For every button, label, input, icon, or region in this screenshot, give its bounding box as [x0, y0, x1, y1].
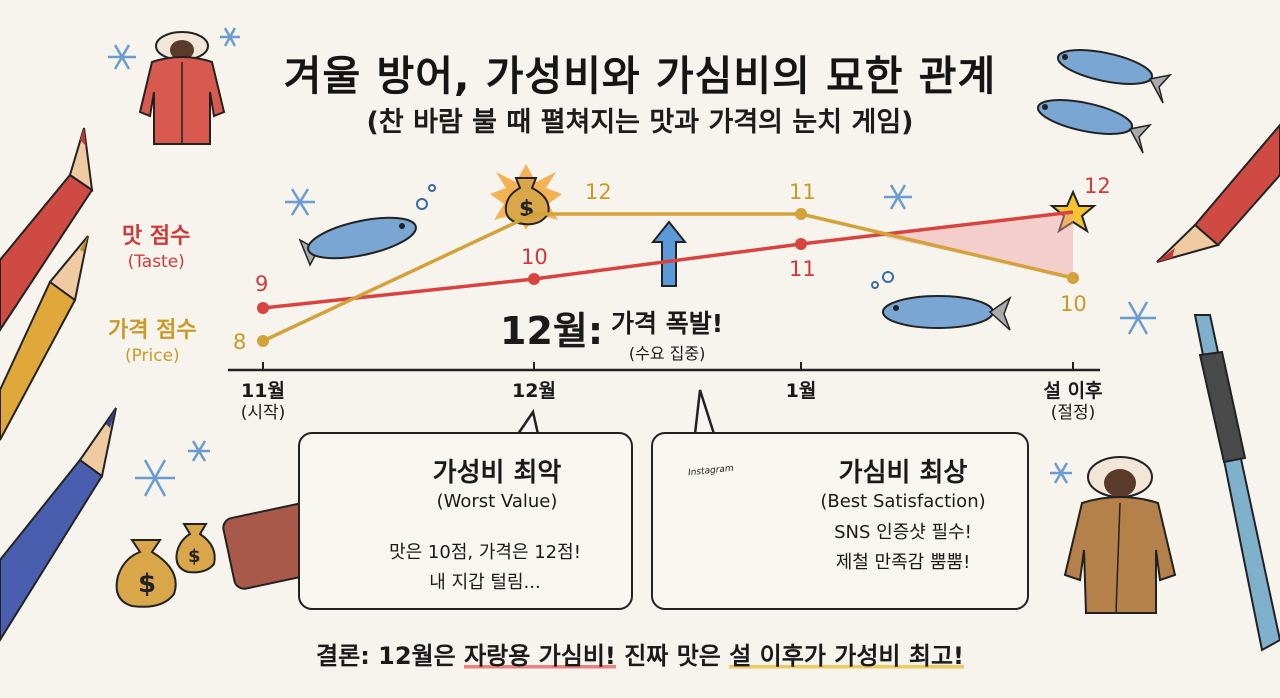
taste-value-label: 12 — [1084, 174, 1111, 198]
gap-shading — [880, 212, 1073, 278]
fish-icon — [882, 295, 1012, 331]
fish-icon — [298, 216, 417, 267]
best-title: 가심비 최상 — [838, 458, 968, 488]
page-subtitle: (찬 바람 불 때 펼쳐지는 맛과 가격의 눈치 게임) — [366, 107, 914, 138]
conclusion-highlight-2: 설 이후가 가성비 최고! — [729, 642, 964, 670]
bubbles-icon — [416, 184, 894, 289]
x-label-nov: 11월 (시작) — [228, 380, 298, 423]
conclusion-mid: 진짜 맛은 — [615, 642, 730, 670]
fish-icon — [1036, 99, 1153, 154]
best-box-tail — [693, 389, 716, 435]
worst-title: 가성비 최악 — [432, 458, 562, 488]
worst-value-box: 가성비 최악 (Worst Value) 맛은 10점, 가격은 12점! 내 … — [298, 432, 633, 610]
price-explosion-callout: 12월: 가격 폭발! (수요 집중) — [500, 300, 723, 364]
legend-price-en: (Price) — [124, 346, 180, 366]
price-value-label: 10 — [1060, 292, 1087, 316]
yellow-pencil-icon — [0, 235, 89, 441]
price-line — [262, 212, 1074, 343]
conclusion-prefix: 결론: 12월은 — [316, 642, 465, 670]
taste-line — [262, 210, 1074, 310]
page-title: 겨울 방어, 가성비와 가심비의 묘한 관계 — [283, 52, 997, 100]
svg-text:$: $ — [188, 546, 201, 567]
conclusion: 결론: 12월은 자랑용 가심비! 진짜 맛은 설 이후가 가성비 최고! — [0, 636, 1280, 671]
best-line1: SNS 인증샷 필수! — [834, 522, 972, 543]
red-pencil-right-icon — [1156, 123, 1280, 263]
conclusion-highlight-1: 자랑용 가심비! — [464, 642, 616, 670]
callout-line2: (수요 집중) — [628, 344, 706, 363]
x-label-jan: 1월 — [766, 380, 836, 403]
x-label-text: 1월 — [785, 380, 817, 402]
x-label-sub: (시작) — [240, 402, 286, 423]
x-label-dec: 12월 — [499, 380, 569, 403]
x-label-text: 11월 — [241, 380, 285, 402]
star-icon — [1049, 189, 1097, 234]
worst-line2: 내 지갑 털림... — [429, 572, 541, 593]
callout-line1: 가격 폭발! — [611, 309, 724, 338]
price-value-label: 8 — [233, 330, 247, 354]
blue-pen-icon — [1193, 314, 1280, 652]
x-label-after-seollal: 설 이후 (절정) — [1028, 380, 1118, 423]
best-line2: 제철 만족감 뿜뿜! — [835, 552, 971, 573]
money-bag-icon: $ — [115, 539, 177, 608]
x-label-text: 설 이후 — [1043, 380, 1103, 402]
taste-value-label: 11 — [789, 257, 816, 281]
brown-jacket-icon — [1063, 456, 1177, 614]
best-en: (Best Satisfaction) — [820, 491, 986, 512]
snowflake-icon — [108, 27, 1156, 497]
price-points — [257, 208, 1079, 347]
red-pencil-icon — [0, 127, 94, 332]
legend-price-ko: 가격 점수 — [108, 318, 197, 343]
worst-box-tail — [516, 408, 540, 435]
money-bag-icon: $ — [175, 523, 216, 574]
legend-taste-en: (Taste) — [127, 252, 185, 272]
red-jacket-icon — [138, 31, 226, 145]
legend-taste-ko: 맛 점수 — [122, 224, 191, 249]
best-satisfaction-box: 가심비 최상 (Best Satisfaction) SNS 인증샷 필수! 제… — [651, 432, 1029, 610]
x-label-text: 12월 — [512, 380, 556, 402]
legend-price: 가격 점수 (Price) — [108, 312, 197, 366]
callout-month: 12월: — [500, 309, 604, 353]
taste-value-label: 9 — [255, 272, 269, 296]
worst-line1: 맛은 10점, 가격은 12점! — [389, 542, 581, 563]
taste-value-label: 10 — [521, 245, 548, 269]
taste-points — [257, 238, 807, 314]
arrow-up-icon — [650, 220, 688, 287]
blue-pencil-icon — [0, 407, 117, 642]
svg-text:$: $ — [138, 569, 156, 599]
x-label-sub: (절정) — [1050, 402, 1096, 423]
fish-icon — [1056, 49, 1173, 104]
price-value-label: 12 — [585, 180, 612, 204]
price-value-label: 11 — [789, 180, 816, 204]
worst-en: (Worst Value) — [436, 491, 558, 512]
legend-taste: 맛 점수 (Taste) — [122, 218, 190, 272]
